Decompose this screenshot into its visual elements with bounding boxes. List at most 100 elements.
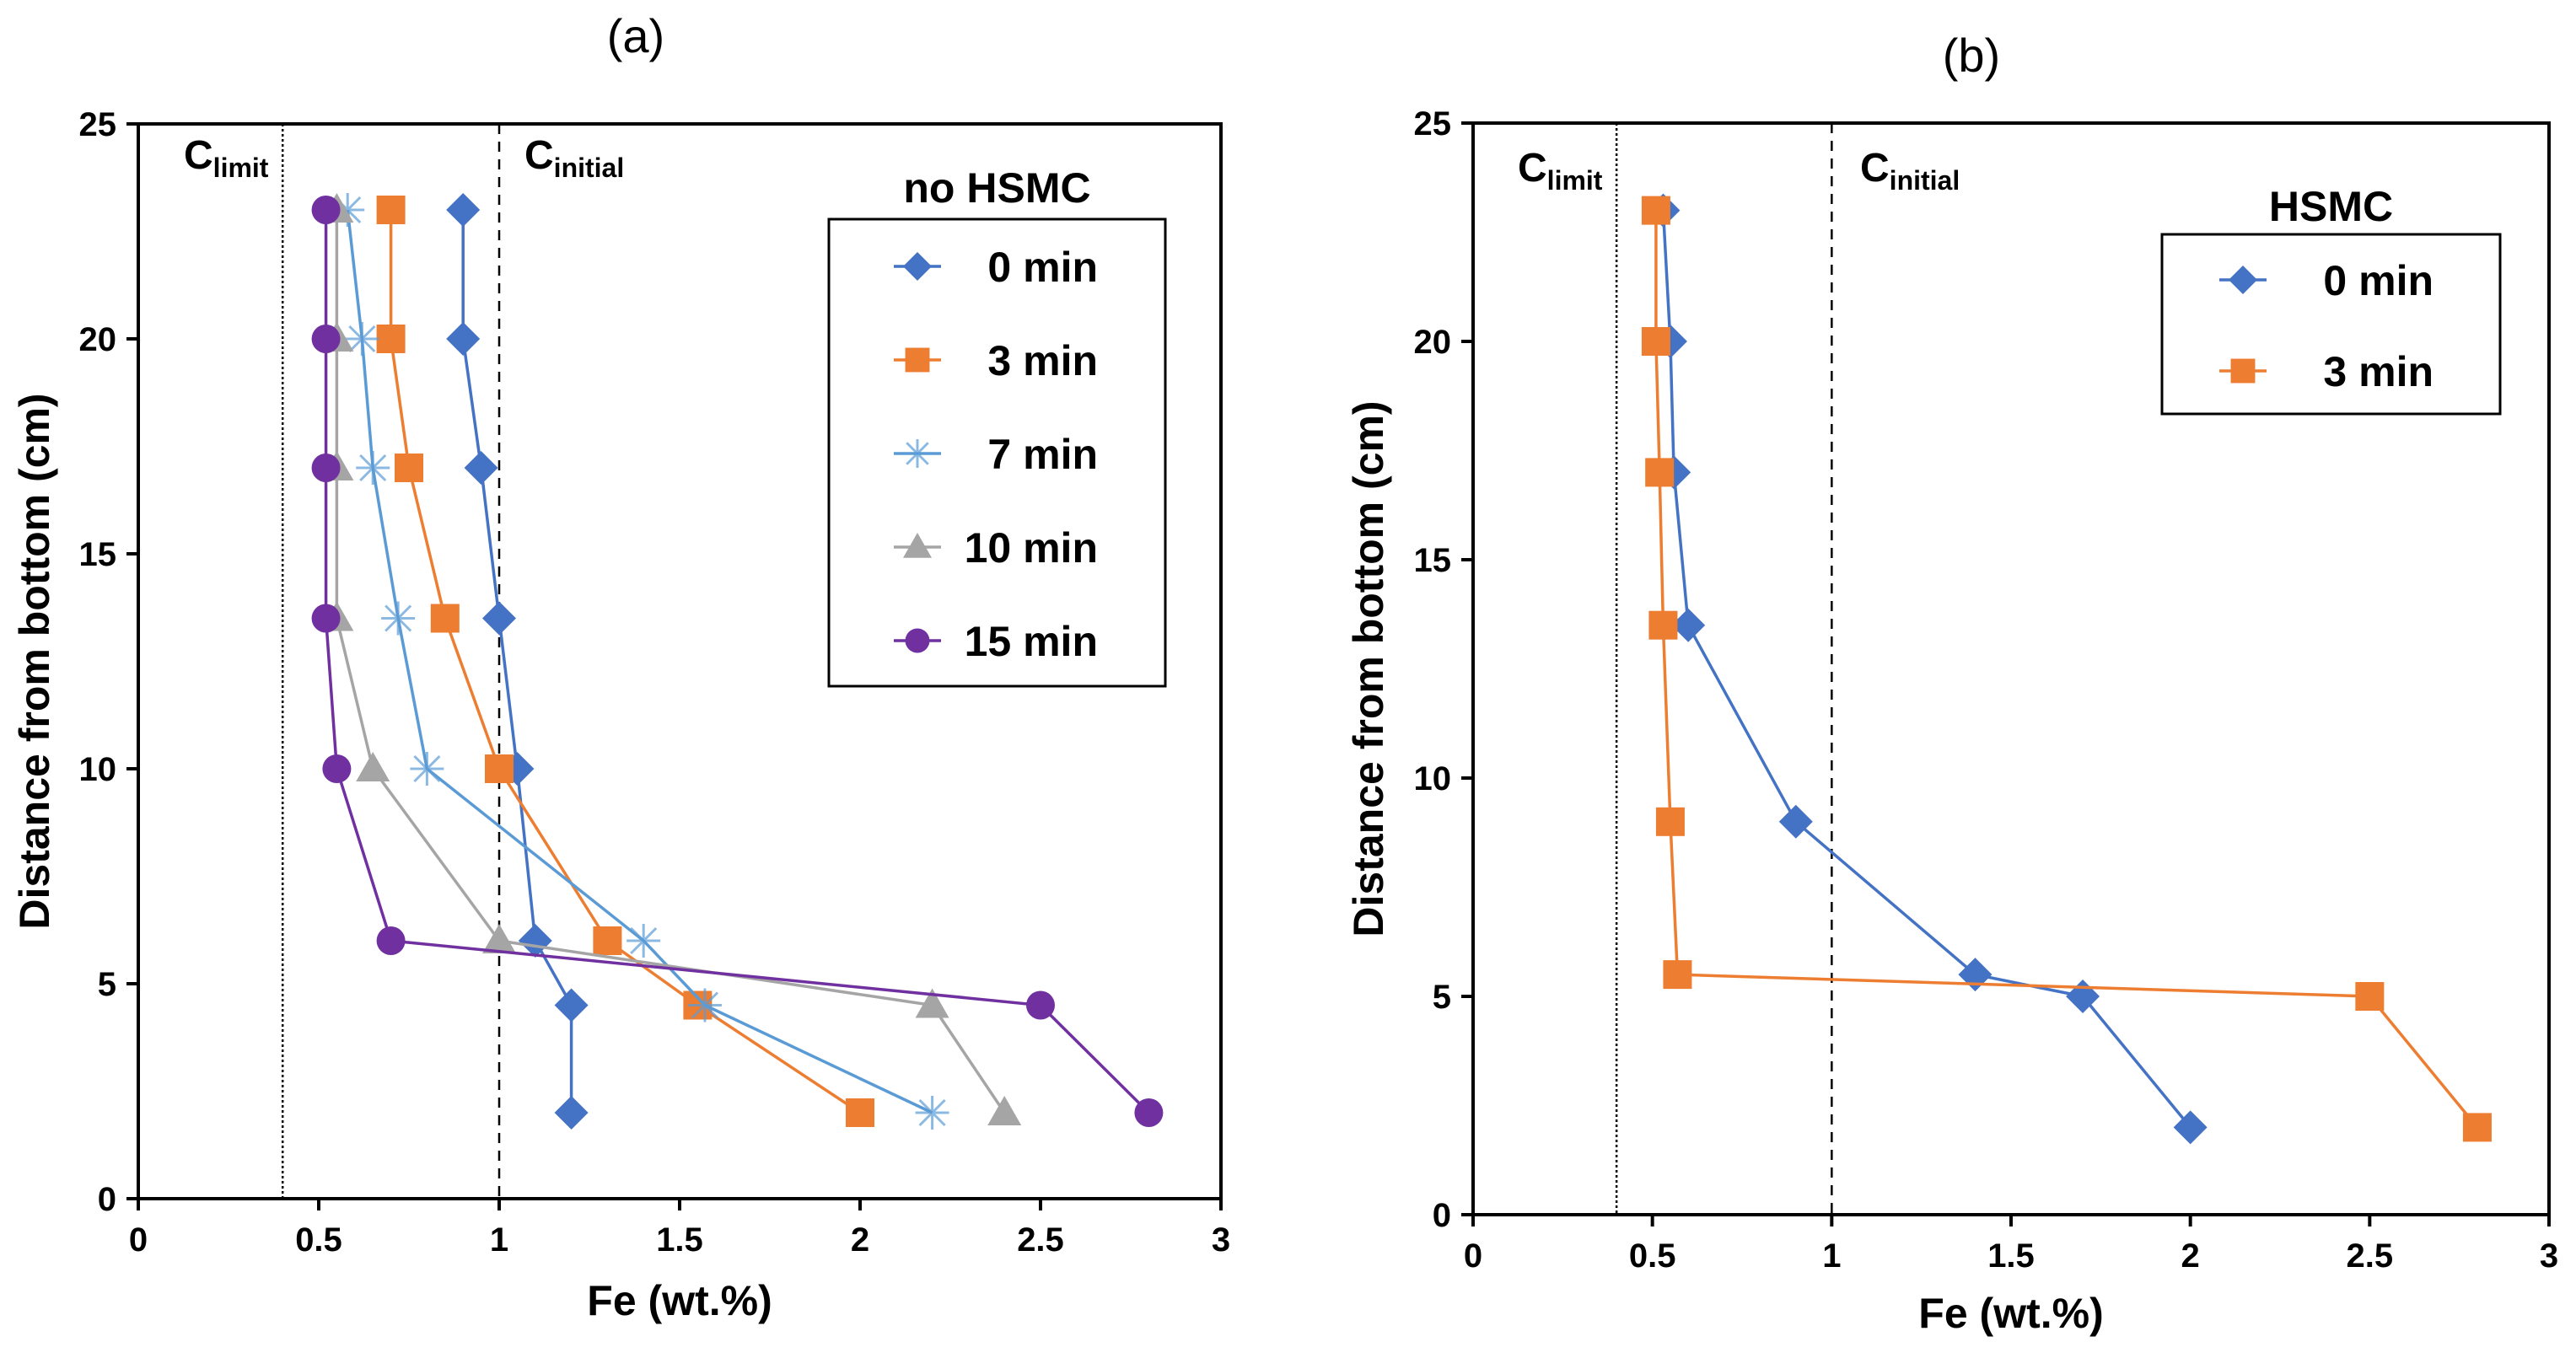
star-marker <box>381 601 416 636</box>
y-tick-label: 5 <box>98 966 116 1003</box>
diamond-marker <box>2229 266 2257 294</box>
reference-label-initial: Cinitial <box>524 133 624 183</box>
y-tick-label: 10 <box>79 751 117 788</box>
triangle-marker <box>987 1096 1022 1125</box>
series-0-min <box>446 193 589 1130</box>
circle-marker <box>311 196 341 224</box>
square-marker <box>2355 982 2385 1011</box>
x-tick-label: 1.5 <box>656 1221 703 1259</box>
x-tick-label: 0.5 <box>1629 1237 1676 1275</box>
series-3-min <box>1641 196 2492 1142</box>
series-7-min <box>331 193 949 1130</box>
x-tick-label: 3 <box>2540 1237 2558 1275</box>
series-15-min <box>311 196 1164 1127</box>
square-marker <box>1641 327 1670 356</box>
x-tick-label: 0.5 <box>295 1221 342 1259</box>
star-marker <box>687 988 722 1023</box>
star-marker <box>627 924 661 958</box>
square-marker <box>395 454 423 482</box>
chart-a: (a) 0 0.5 1 1.5 2 2.5 3 0 5 10 15 20 25 Fe (wt.%) Dista… <box>11 9 1230 1324</box>
star-marker <box>356 451 390 485</box>
y-axis-label: Distance from bottom (cm) <box>1345 400 1392 937</box>
reference-label-limit: Climit <box>184 133 269 183</box>
y-tick-label: 15 <box>1414 542 1452 579</box>
reference-label-main: C <box>524 133 554 178</box>
legend-item: 0 min <box>2219 257 2433 304</box>
square-marker <box>376 196 406 224</box>
y-tick-label: 0 <box>1433 1197 1451 1234</box>
reference-label-limit: Climit <box>1518 146 1603 196</box>
star-marker <box>410 752 444 786</box>
reference-label-sub: initial <box>1890 165 1960 196</box>
star-marker <box>903 439 932 468</box>
series-0-min <box>1646 193 2208 1145</box>
y-tick-label: 20 <box>1414 324 1452 361</box>
circle-marker <box>376 926 406 955</box>
legend-label: 3 min <box>2323 348 2433 395</box>
square-marker <box>430 604 460 633</box>
circle-marker <box>311 325 341 353</box>
star-marker <box>331 193 365 227</box>
reference-label-main: C <box>1518 146 1547 191</box>
legend: 0 min 3 min <box>2160 233 2502 416</box>
square-marker <box>485 754 514 783</box>
legend: 0 min 3 min 7 min 10 min 15 min <box>827 217 1167 688</box>
y-axis-label: Distance from bottom (cm) <box>11 393 58 929</box>
triangle-marker <box>915 988 949 1018</box>
series-line <box>335 210 1006 1114</box>
diamond-marker <box>518 924 552 958</box>
circle-marker <box>311 454 341 482</box>
diamond-marker <box>1671 608 1706 642</box>
legend-item: 3 min <box>894 337 1098 384</box>
triangle-marker <box>482 924 516 953</box>
diamond-marker <box>446 193 481 227</box>
legend-box <box>827 217 1167 688</box>
reference-label-main: C <box>1860 146 1890 191</box>
x-tick-label: 0 <box>129 1221 148 1259</box>
triangle-marker <box>903 533 932 558</box>
y-tick-label: 5 <box>1433 979 1451 1016</box>
x-tick-label: 2 <box>851 1221 869 1259</box>
reference-label-initial: Cinitial <box>1860 146 1960 196</box>
legend-item: 0 min <box>894 244 1098 291</box>
circle-marker <box>311 604 341 633</box>
chart-title: (a) <box>607 9 664 62</box>
diamond-marker <box>2173 1110 2208 1145</box>
star-marker <box>915 1096 949 1130</box>
y-tick-label: 20 <box>79 321 117 358</box>
square-marker <box>1648 610 1678 640</box>
circle-marker <box>322 754 352 783</box>
x-tick-label: 1.5 <box>1987 1237 2035 1275</box>
x-tick-label: 2 <box>2181 1237 2200 1275</box>
y-tick-label: 25 <box>1414 105 1452 142</box>
diamond-marker <box>903 252 932 281</box>
legend-item: 3 min <box>2219 348 2433 395</box>
square-marker <box>593 926 622 955</box>
series-line <box>389 210 861 1114</box>
legend-title: HSMC <box>2269 183 2393 230</box>
legend-item: 15 min <box>894 618 1098 665</box>
square-marker <box>1641 196 1670 225</box>
circle-marker <box>1026 990 1055 1020</box>
square-marker <box>1645 458 1675 487</box>
x-tick-label: 2.5 <box>2347 1237 2394 1275</box>
legend-label: 0 min <box>2323 257 2433 304</box>
legend-item: 10 min <box>894 524 1098 572</box>
y-tick-label: 10 <box>1414 760 1452 797</box>
legend-label: 7 min <box>987 431 1098 478</box>
star-marker <box>345 322 379 356</box>
x-axis-label: Fe (wt.%) <box>1918 1290 2103 1337</box>
reference-label-sub: limit <box>1547 165 1603 196</box>
reference-label-sub: limit <box>213 153 269 183</box>
diamond-marker <box>482 601 516 636</box>
legend-label: 15 min <box>965 618 1098 665</box>
y-tick-label: 15 <box>79 536 117 573</box>
diamond-marker <box>464 451 498 485</box>
series-line <box>1661 210 2192 1129</box>
y-tick-label: 25 <box>79 106 117 143</box>
diamond-marker <box>1778 804 1813 839</box>
series-line <box>461 210 573 1113</box>
legend-title: no HSMC <box>903 164 1090 212</box>
square-marker <box>376 325 406 353</box>
